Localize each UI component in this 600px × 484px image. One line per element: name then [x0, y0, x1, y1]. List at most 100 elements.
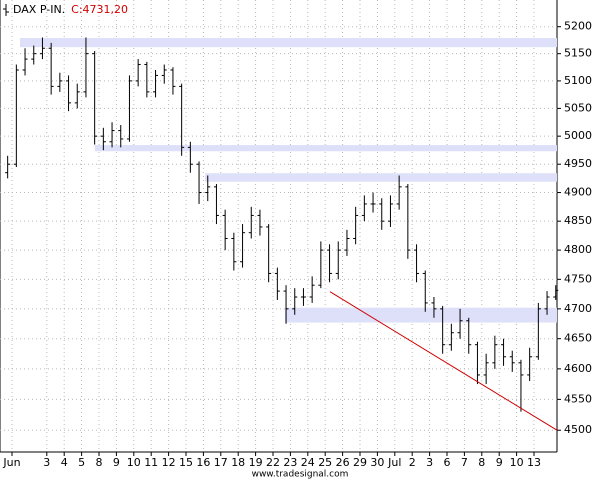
zone: [95, 145, 557, 152]
ohlc-bar: [527, 347, 533, 382]
ohlc-bar: [544, 291, 550, 315]
y-tick-label: 4550: [564, 392, 592, 405]
x-tick-label: 19: [249, 456, 263, 469]
ohlc-bar: [231, 232, 237, 271]
x-tick-label: 23: [283, 456, 297, 469]
ohlc-bar: [431, 296, 437, 318]
zone: [285, 307, 557, 323]
x-tick-label: 4: [61, 456, 68, 469]
y-tick-label: 4650: [564, 332, 592, 345]
ohlc-bar: [248, 206, 254, 239]
ohlc-bar: [422, 270, 428, 312]
ohlc-bar: [161, 64, 167, 84]
y-tick-label: 5050: [564, 101, 592, 114]
ohlc-bar: [379, 198, 385, 230]
ohlc-bar: [509, 350, 515, 372]
x-tick-label: 6: [444, 456, 451, 469]
ohlc-bar: [353, 206, 359, 245]
last-price: C:4731,20: [71, 3, 128, 16]
ohlc-bar: [370, 192, 376, 213]
x-tick-label: 24: [301, 456, 315, 469]
y-tick-label: 4900: [564, 186, 592, 199]
x-tick-label: 10: [127, 456, 141, 469]
x-tick-label: 18: [231, 456, 245, 469]
y-tick-label: 5100: [564, 74, 592, 87]
ohlc-bar: [144, 61, 150, 98]
ohlc-bar: [414, 244, 420, 283]
y-tick-label: 4750: [564, 272, 592, 285]
y-tick-label: 5000: [564, 129, 592, 142]
ohlc-bar: [474, 341, 480, 385]
y-tick-label: 4600: [564, 362, 592, 375]
ohlc-bar: [66, 75, 72, 112]
ohlc-bar: [535, 302, 541, 360]
zone: [20, 38, 557, 48]
y-tick-label: 4800: [564, 243, 592, 256]
y-tick-label: 4850: [564, 214, 592, 227]
x-tick-label: 9: [496, 456, 503, 469]
ohlc-bar: [440, 305, 446, 354]
ohlc-bar: [22, 48, 28, 76]
ohlc-bar: [361, 195, 367, 222]
ohlc-bar: [205, 175, 211, 202]
ohlc-bar: [83, 37, 89, 98]
ohlc-bar: [5, 155, 11, 179]
ohlc-bar: [170, 67, 176, 95]
ohlc-bar: [57, 72, 63, 92]
footer: www.tradesignal.com: [252, 470, 349, 480]
ohlc-bar: [135, 59, 141, 87]
ohlc-bar: [118, 125, 124, 148]
x-tick-label: 17: [214, 456, 228, 469]
x-tick-label: Jun: [2, 456, 20, 469]
ohlc-bar: [274, 267, 280, 300]
symbol: DAX P-IN.: [13, 3, 65, 16]
x-tick-label: 8: [478, 456, 485, 469]
x-tick-label: 15: [179, 456, 193, 469]
y-tick-label: 5200: [564, 20, 592, 33]
ohlc-bar: [448, 323, 454, 351]
ohlc-bar: [213, 184, 219, 225]
ohlc-bar: [240, 224, 246, 268]
ohlc-bar: [74, 83, 80, 109]
y-tick-label: 4500: [564, 423, 592, 436]
ohlc-bar: [492, 335, 498, 369]
x-tick-label: 8: [96, 456, 103, 469]
ohlc-bar: [318, 241, 324, 289]
ohlc-bar: [222, 209, 228, 251]
ohlc-bar: [292, 288, 298, 315]
ohlc-bar: [335, 241, 341, 280]
x-tick-label: 29: [353, 456, 367, 469]
ohlc-bar: [553, 285, 559, 300]
x-tick-label: 7: [461, 456, 468, 469]
ohlc-bar: [179, 83, 185, 156]
x-tick-label: 11: [144, 456, 158, 469]
ohlc-bar: [39, 37, 45, 60]
x-tick-label: 10: [510, 456, 524, 469]
x-tick-label: 22: [266, 456, 280, 469]
ohlc-bar: [518, 359, 524, 412]
ohlc-bar: [13, 64, 19, 168]
y-tick-label: 4700: [564, 302, 592, 315]
x-tick-label: 30: [370, 456, 384, 469]
ohlc-bar: [266, 224, 272, 283]
x-tick-label: 26: [336, 456, 350, 469]
ohlc-bar: [196, 161, 202, 204]
ohlc-bar: [300, 288, 306, 306]
ohlc-bar: [126, 75, 132, 142]
ohlc-bar: [344, 229, 350, 256]
ohlc-bar: [153, 69, 159, 98]
ohlc-bar: [31, 45, 37, 65]
y-tick-label: 5150: [564, 47, 592, 60]
ohlc-bar: [387, 195, 393, 227]
ohlc-bar: [483, 353, 489, 385]
ohlc-bar: [396, 175, 402, 210]
x-tick-label: 12: [162, 456, 176, 469]
x-tick-label: 9: [113, 456, 120, 469]
y-tick-label: 4950: [564, 157, 592, 170]
ohlc-bar: [405, 184, 411, 259]
x-tick-label: 2: [409, 456, 416, 469]
x-tick-label: Jul: [387, 456, 401, 469]
zone: [205, 173, 557, 182]
ohlc-bar: [457, 308, 463, 339]
